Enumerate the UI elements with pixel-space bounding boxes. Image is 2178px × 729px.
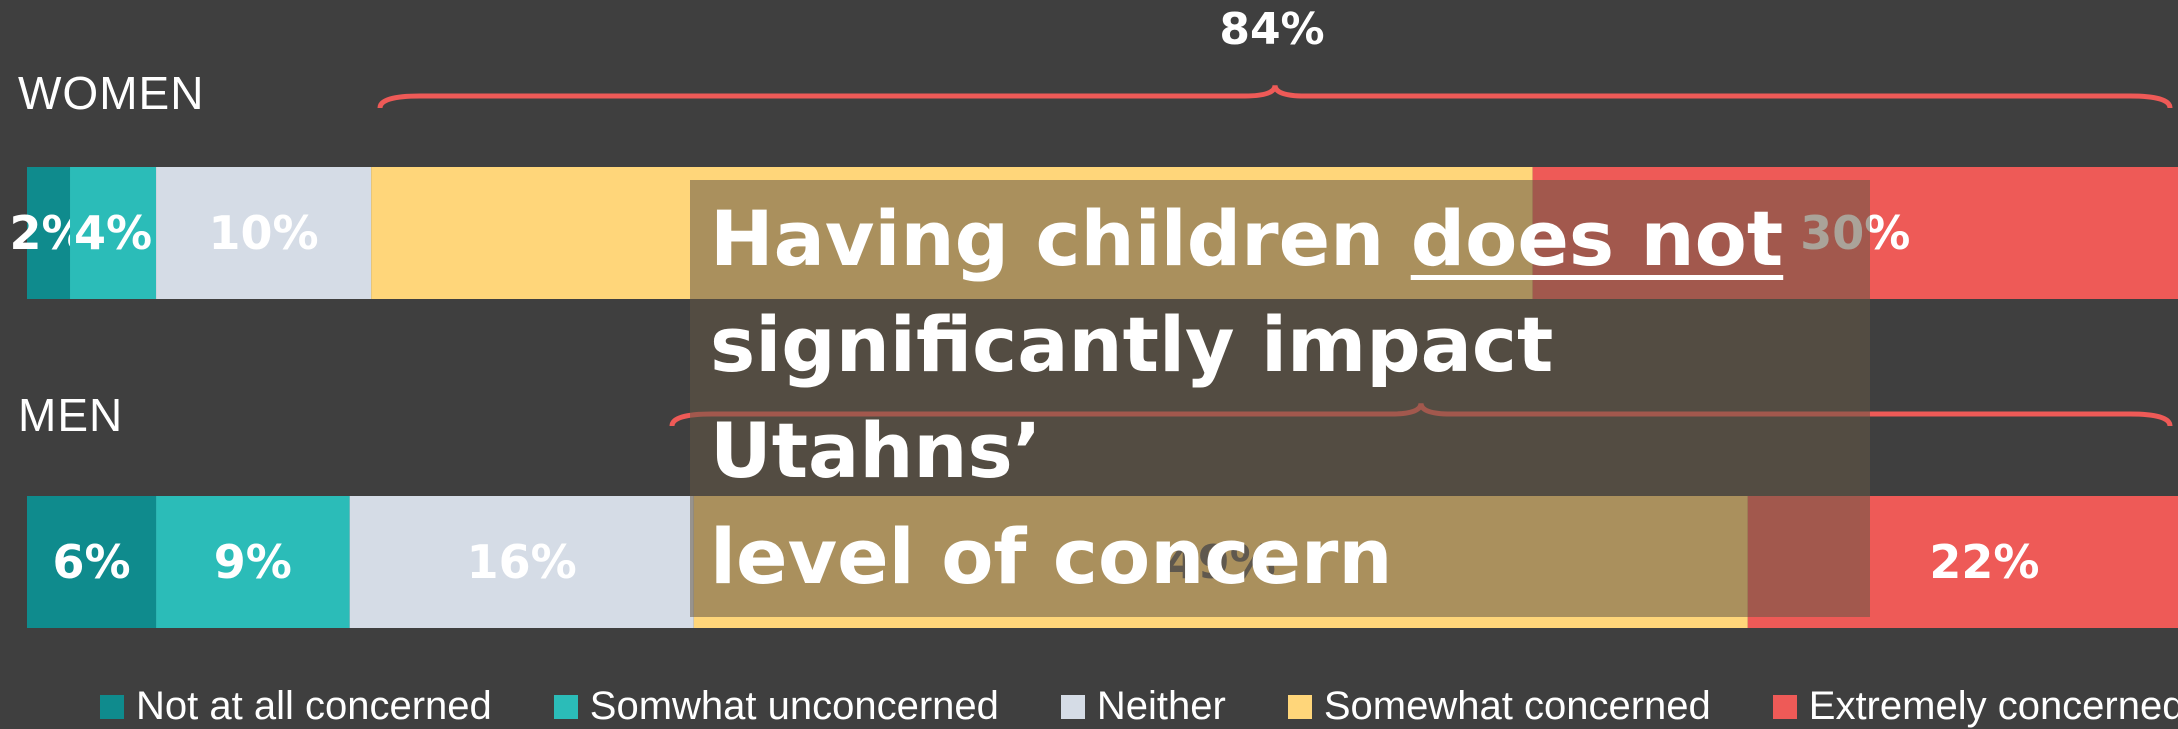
data-label-women-2: 10%: [209, 206, 319, 260]
headline-emphasis: does not: [1410, 194, 1784, 283]
bar-segment-women-2: [156, 167, 372, 299]
legend-label: Extremely concerned: [1808, 684, 2178, 728]
legend-item: Neither: [1060, 684, 1226, 729]
headline-line3: level of concern: [710, 512, 1393, 601]
data-label-men-2: 16%: [467, 535, 577, 589]
headline-line2: significantly impact Utahns’: [710, 300, 1554, 495]
bar-segment-men-2: [349, 496, 694, 628]
bar-segment-men-1: [156, 496, 350, 628]
legend-label: Somwhat unconcerned: [589, 684, 999, 728]
legend-swatch: [553, 694, 578, 719]
headline-line1-prefix: Having children: [710, 194, 1411, 283]
bar-segment-women-1: [70, 167, 157, 299]
data-label-men-0: 6%: [52, 535, 130, 589]
legend-item: Not at all concerned: [100, 684, 492, 729]
legend: Not at all concerned Somwhat unconcerned…: [100, 684, 2178, 729]
legend-label: Neither: [1096, 684, 1226, 728]
row-label-men: MEN: [18, 389, 124, 441]
overlay-box: [690, 180, 1870, 617]
overlay-headline: Having children does not significantly i…: [710, 186, 1870, 610]
data-label-men-4: 22%: [1929, 535, 2039, 589]
bracket-women: [377, 84, 2173, 109]
legend-item: Extremely concerned: [1772, 684, 2178, 729]
bar-segment-women-0: [27, 167, 71, 299]
legend-swatch: [100, 694, 124, 719]
legend-label: Not at all concerned: [136, 684, 492, 728]
legend-swatch: [1287, 694, 1312, 719]
legend-item: Somwhat unconcerned: [553, 684, 999, 729]
row-label-women: WOMEN: [18, 67, 205, 119]
bar-segment-men-0: [27, 496, 157, 628]
legend-label: Somewhat concerned: [1323, 684, 1711, 728]
bracket-label: 84%: [1219, 4, 1324, 55]
legend-swatch: [1772, 694, 1797, 719]
legend-swatch: [1060, 694, 1085, 719]
data-label-women-1: 4%: [74, 206, 152, 260]
data-label-men-1: 9%: [214, 535, 292, 589]
legend-item: Somewhat concerned: [1287, 684, 1711, 729]
